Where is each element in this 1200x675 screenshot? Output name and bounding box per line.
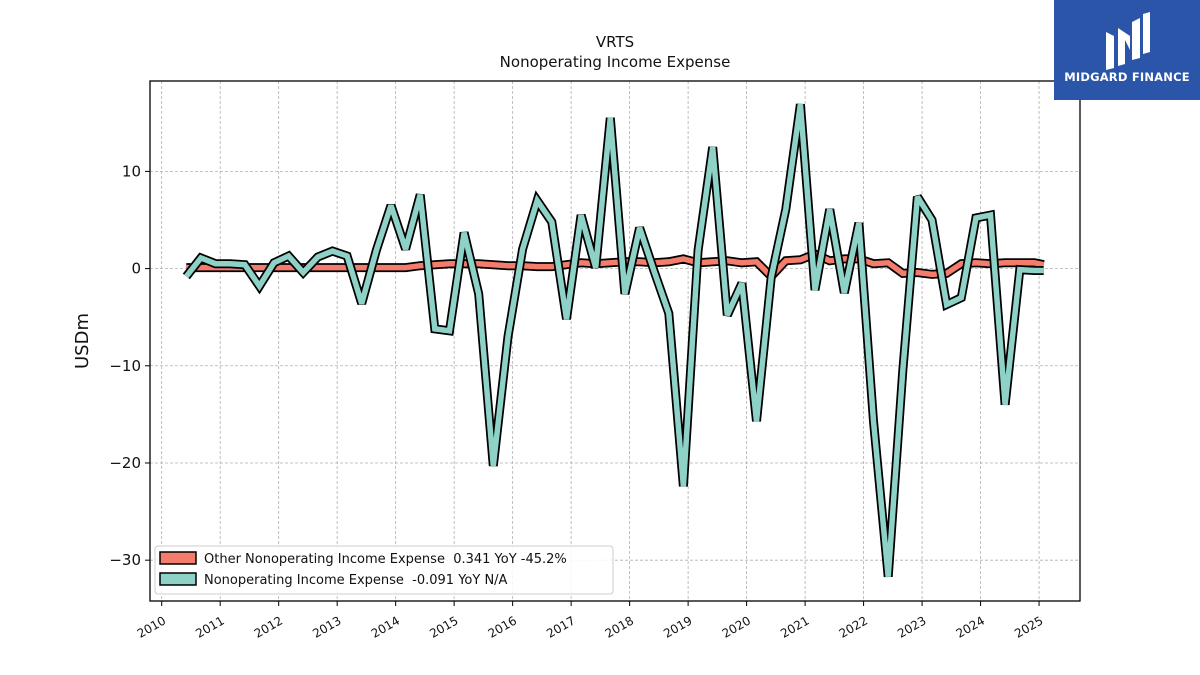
series-line-0 xyxy=(186,251,1045,281)
chart-subtitle: Nonoperating Income Expense xyxy=(500,53,731,71)
brand-logo: MIDGARD FINANCE xyxy=(1054,0,1200,100)
y-tick-label: 0 xyxy=(131,260,141,278)
x-tick-label: 2024 xyxy=(954,613,987,640)
plot-frame xyxy=(149,80,1081,602)
x-tick-label: 2010 xyxy=(135,613,168,640)
chart-title: VRTS xyxy=(596,33,634,51)
x-tick-label: 2018 xyxy=(603,613,636,640)
series-layer xyxy=(182,103,1045,578)
x-tick-label: 2020 xyxy=(720,613,753,640)
y-tick-label: −10 xyxy=(109,357,141,375)
x-tick-label: 2021 xyxy=(778,613,811,640)
midgard-logo-icon xyxy=(1106,12,1150,70)
brand-name: MIDGARD FINANCE xyxy=(1064,70,1190,84)
x-tick-label: 2022 xyxy=(837,613,870,640)
legend-label-nonoperating: Nonoperating Income Expense -0.091 YoY N… xyxy=(204,573,508,588)
legend-box xyxy=(154,545,614,595)
x-tick-label: 2023 xyxy=(895,613,928,640)
legend-swatch-nonoperating xyxy=(159,572,197,586)
y-tick-label: −20 xyxy=(109,454,141,472)
x-tick-label: 2019 xyxy=(661,613,694,640)
x-tick-label: 2025 xyxy=(1012,613,1045,640)
x-tick-label: 2017 xyxy=(544,613,577,640)
x-tick-label: 2011 xyxy=(193,613,226,640)
y-tick-label: −30 xyxy=(109,551,141,569)
x-tick-label: 2015 xyxy=(427,613,460,640)
x-tick-label: 2012 xyxy=(252,613,285,640)
x-tick-label: 2013 xyxy=(310,613,343,640)
y-tick-label: 10 xyxy=(122,162,141,180)
legend: Other Nonoperating Income Expense 0.341 … xyxy=(154,545,614,595)
x-tick-label: 2014 xyxy=(369,613,402,640)
y-axis-label: USDm xyxy=(72,313,93,369)
x-tick-label: 2016 xyxy=(486,613,519,640)
series-line-1 xyxy=(184,103,1044,577)
legend-label-other: Other Nonoperating Income Expense 0.341 … xyxy=(204,552,567,567)
legend-swatch-other xyxy=(159,551,197,565)
